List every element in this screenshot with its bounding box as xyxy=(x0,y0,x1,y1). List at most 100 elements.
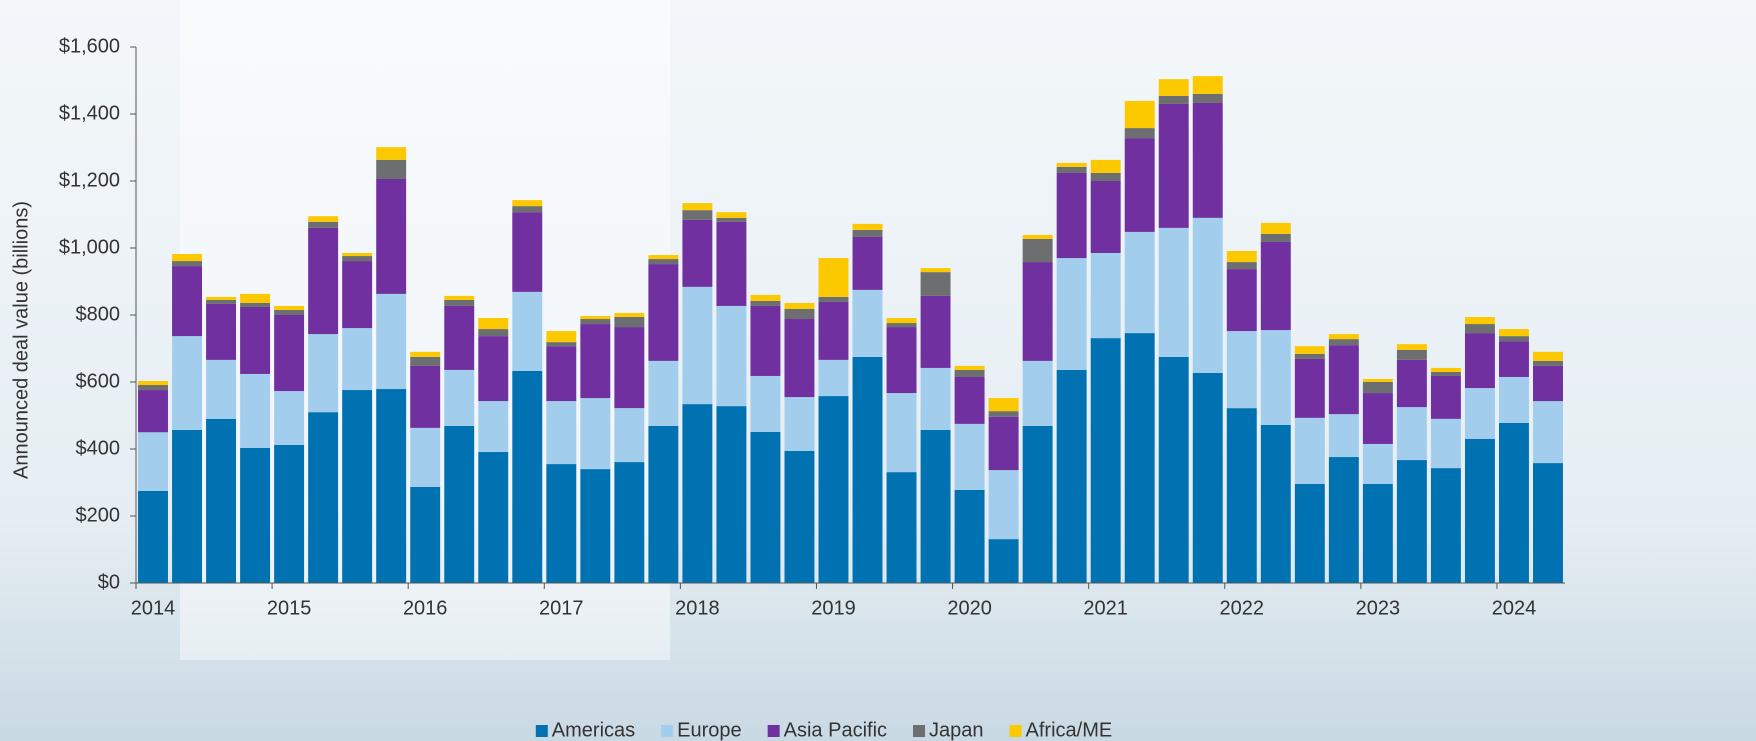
bar-segment xyxy=(410,356,441,366)
bar-segment xyxy=(1294,417,1325,484)
bar-segment xyxy=(1328,334,1359,340)
x-tick-label: 2024 xyxy=(1492,597,1537,619)
bar-segment xyxy=(274,315,305,392)
bar-segment xyxy=(512,212,543,292)
bar-segment xyxy=(1294,358,1325,418)
bar-segment xyxy=(546,346,577,402)
bar-segment xyxy=(1498,376,1529,423)
bar-segment xyxy=(614,317,645,328)
bar-segment xyxy=(342,390,373,583)
bar-segment xyxy=(206,418,237,583)
bar-segment xyxy=(1022,425,1053,583)
bar-segment xyxy=(954,369,985,377)
bar-segment xyxy=(478,452,509,583)
bar-segment xyxy=(376,178,407,294)
bar-segment xyxy=(1328,457,1359,583)
bar-segment xyxy=(1226,269,1257,332)
bar-segment xyxy=(1090,159,1121,173)
bar-segment xyxy=(410,486,441,583)
legend-label: Europe xyxy=(677,719,742,741)
bar-segment xyxy=(1056,166,1087,173)
bar-segment xyxy=(750,305,781,376)
legend-swatch xyxy=(661,725,674,737)
bar-segment xyxy=(648,360,679,426)
bar-segment xyxy=(682,210,713,220)
bar-segment xyxy=(750,375,781,432)
x-tick-label: 2016 xyxy=(403,597,448,619)
bar-segment xyxy=(1396,407,1427,461)
legend-label: Japan xyxy=(929,719,984,741)
bar-segment xyxy=(1260,330,1291,425)
bar-segment xyxy=(1430,371,1461,376)
legend-label: Americas xyxy=(552,719,635,741)
bar-segment xyxy=(886,323,917,328)
bar-segment xyxy=(818,396,849,583)
bar-segment xyxy=(648,264,679,361)
bar-segment xyxy=(852,236,883,290)
bar-segment xyxy=(1124,128,1155,139)
bar-segment xyxy=(648,425,679,583)
y-tick-label: $800 xyxy=(76,303,121,325)
bar-segment xyxy=(988,398,1019,412)
bar-segment xyxy=(784,308,815,320)
bar-segment xyxy=(478,336,509,402)
x-tick-label: 2019 xyxy=(811,597,856,619)
bar-segment xyxy=(240,447,271,583)
bar-segment xyxy=(274,391,305,445)
x-tick-label: 2021 xyxy=(1083,597,1128,619)
bar-segment xyxy=(478,329,509,337)
bar-segment xyxy=(1533,351,1563,361)
bar-segment xyxy=(1464,388,1495,439)
bar-segment xyxy=(1362,378,1393,382)
bar-segment xyxy=(648,259,679,265)
bar-segment xyxy=(1022,234,1053,239)
bar-segment xyxy=(1158,103,1189,228)
bar-segment xyxy=(818,296,849,302)
bar-segment xyxy=(1430,375,1461,419)
bar-segment xyxy=(920,295,951,368)
bar-segment xyxy=(886,327,917,394)
bar-segment xyxy=(308,221,339,228)
y-axis-label: Announced deal value (billions) xyxy=(10,201,32,479)
bar-segment xyxy=(988,539,1019,583)
bar-segment xyxy=(580,469,611,583)
y-tick-label: $1,400 xyxy=(59,102,120,124)
bar-segment xyxy=(444,369,475,426)
bar-segment xyxy=(1533,365,1563,402)
bar-segment xyxy=(444,425,475,583)
bar-segment xyxy=(1124,231,1155,334)
bar-segment xyxy=(342,328,373,391)
bar-segment xyxy=(1260,424,1291,583)
bar-segment xyxy=(784,397,815,452)
bar-segment xyxy=(682,404,713,583)
bar-segment xyxy=(444,299,475,306)
bar-segment xyxy=(512,200,543,207)
bar-segment xyxy=(1533,360,1563,366)
x-tick-label: 2020 xyxy=(947,597,992,619)
bar-segment xyxy=(274,305,305,310)
bar-segment xyxy=(546,464,577,583)
bar-segment xyxy=(1158,79,1189,96)
bar-segment xyxy=(1124,333,1155,583)
bar-segment xyxy=(1362,382,1393,394)
y-tick-label: $1,000 xyxy=(59,236,120,258)
bar-segment xyxy=(410,365,441,428)
bar-segment xyxy=(818,258,849,297)
bar-segment xyxy=(1430,468,1461,583)
bar-segment xyxy=(1498,341,1529,377)
bar-segment xyxy=(1430,367,1461,372)
bar-segment xyxy=(1056,162,1087,167)
bar-segment xyxy=(852,289,883,357)
bar-segment xyxy=(954,376,985,424)
bar-segment xyxy=(1158,95,1189,104)
bar-segment xyxy=(954,423,985,490)
bar-segment xyxy=(342,253,373,257)
bar-segment xyxy=(716,406,747,583)
bar-segment xyxy=(546,401,577,465)
bar-segment xyxy=(988,416,1019,471)
bar-segment xyxy=(240,306,271,374)
bar-segment xyxy=(410,427,441,487)
bar-segment xyxy=(852,356,883,583)
bar-segment xyxy=(1158,227,1189,357)
bar-segment xyxy=(614,312,645,318)
